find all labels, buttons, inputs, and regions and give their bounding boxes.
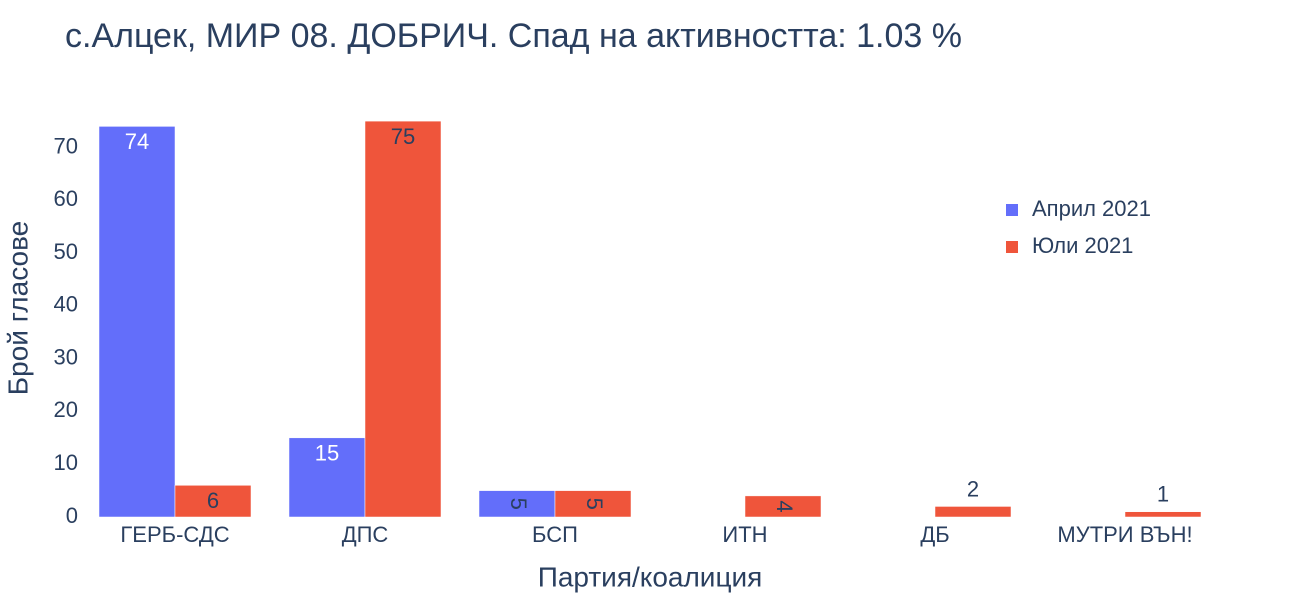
y-tick-label: 10	[54, 450, 78, 475]
bar	[478, 490, 556, 518]
chart-title: с.Алцек, МИР 08. ДОБРИЧ. Спад на активно…	[65, 17, 962, 55]
bar	[554, 490, 632, 518]
y-tick-label: 70	[54, 133, 78, 158]
bar	[364, 120, 442, 518]
legend-swatch	[1006, 241, 1018, 253]
data-label: 15	[315, 441, 339, 466]
data-label: 1	[1157, 482, 1169, 507]
y-tick-label: 0	[66, 503, 78, 528]
x-tick-label: ДПС	[342, 522, 389, 547]
data-label: 5	[506, 498, 531, 510]
data-label: 6	[207, 488, 219, 513]
legend-swatch	[1006, 204, 1018, 216]
bar	[98, 126, 176, 518]
x-tick-label: ИТН	[722, 522, 767, 547]
y-axis-title: Брой гласове	[2, 221, 33, 395]
x-tick-label: ДБ	[920, 522, 949, 547]
data-label: 75	[391, 124, 415, 149]
y-tick-label: 30	[54, 344, 78, 369]
data-label: 74	[125, 129, 149, 154]
legend-label: Април 2021	[1032, 196, 1151, 221]
bar	[288, 437, 366, 518]
data-label: 2	[967, 476, 979, 501]
bar	[934, 506, 1012, 518]
bar	[174, 485, 252, 518]
x-tick-label: БСП	[532, 522, 578, 547]
bar	[744, 495, 822, 518]
legend-label: Юли 2021	[1032, 233, 1133, 258]
y-tick-label: 50	[54, 239, 78, 264]
x-axis-title: Партия/коалиция	[538, 561, 763, 592]
bar	[1124, 511, 1202, 518]
x-tick-label: МУТРИ ВЪН!	[1057, 522, 1192, 547]
y-tick-label: 40	[54, 292, 78, 317]
data-label: 5	[582, 498, 607, 510]
x-tick-label: ГЕРБ-СДС	[120, 522, 229, 547]
data-label: 4	[772, 500, 797, 512]
y-tick-label: 20	[54, 397, 78, 422]
y-tick-label: 60	[54, 186, 78, 211]
